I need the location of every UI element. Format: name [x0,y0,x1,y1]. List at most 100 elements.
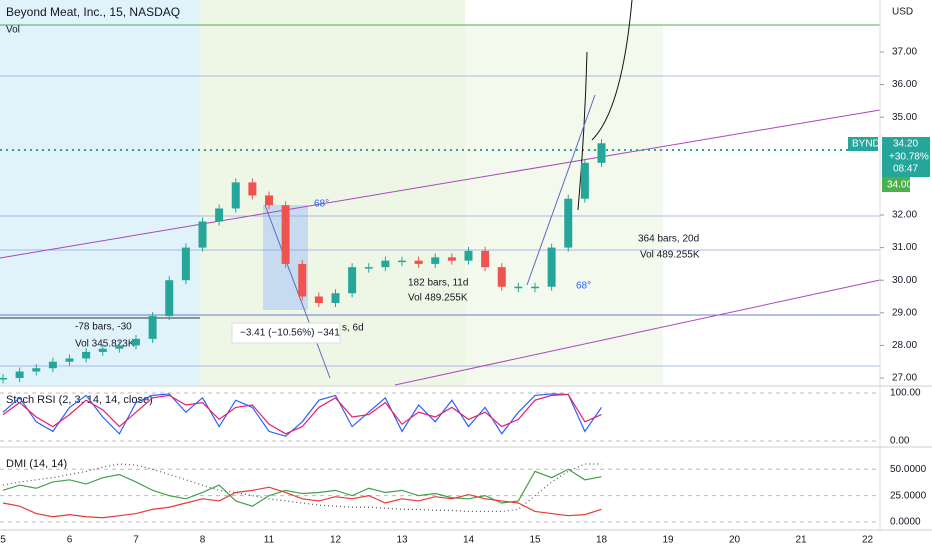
indicator-line [2,468,602,507]
x-tick-label: 5 [0,535,6,546]
y-tick-label: 37.00 [892,47,917,58]
candle [364,267,373,269]
y-tick-label: 28.00 [892,340,917,351]
x-tick-label: 13 [396,535,408,546]
candle [580,162,589,199]
candle [547,247,556,287]
y-tick-label: 31.00 [892,242,917,253]
annotation: Vol 489.255K [640,250,700,261]
candle [132,338,140,346]
chart-title: Beyond Meat, Inc., 15, NASDAQ [6,5,180,19]
x-tick-label: 18 [596,535,608,546]
symbol-badge [848,137,878,151]
candle [431,257,440,264]
candle [564,198,573,248]
price-label: 34.20 [893,139,918,150]
candle [531,286,539,289]
range-shade [465,25,663,385]
candle [65,358,74,362]
candle [381,260,390,268]
candle [48,361,57,369]
candle [398,260,406,263]
change-label: +30.78% [889,152,929,163]
candle [497,267,506,287]
candle [98,348,107,352]
indicator-line [2,393,602,435]
range-shade [200,0,465,385]
candle [314,296,323,304]
y-tick-label: 27.00 [892,373,917,384]
level-label: 34.00 [887,180,912,191]
angle-label: 68° [576,281,591,292]
x-tick-label: 22 [862,535,874,546]
y-tick-label: 25.0000 [890,490,927,501]
annotation: Vol 489.255K [408,293,468,304]
countdown-label: 08:47 [893,164,918,175]
angle-line [264,204,331,379]
y-tick-label: 29.00 [892,307,917,318]
candle [298,263,307,297]
y-tick-label: 100.00 [890,388,921,399]
x-tick-label: 12 [330,535,342,546]
x-tick-label: 14 [463,535,475,546]
candle [181,247,190,281]
x-tick-label: 15 [529,535,541,546]
candle [447,257,456,261]
tooltip-box [231,322,341,344]
candle [165,280,174,317]
candle [115,345,124,349]
candle [481,250,490,268]
candle [148,316,157,339]
y-tick-label: 32.00 [892,210,917,221]
x-tick-label: 19 [662,535,674,546]
angle-label: 68° [314,199,329,210]
candle [82,351,91,359]
price-badge [882,137,930,177]
y-tick-label: 0.0000 [890,517,921,528]
x-tick-label: 21 [795,535,807,546]
angle-line [526,94,596,286]
drawing-curve [577,0,633,211]
y-tick-label: 35.00 [892,112,917,123]
y-tick-label: 0.00 [890,436,910,447]
annotation: -78 bars, -30 [75,322,132,333]
candle [331,293,340,304]
range-shade [0,0,200,385]
candle [514,286,523,289]
x-tick-label: 11 [264,535,275,546]
candle [597,143,606,163]
candle [32,368,41,372]
y-tick-label: 36.00 [892,79,917,90]
pane-title: DMI (14, 14) [6,458,67,470]
annotation: Vol 345.823K [75,339,135,350]
x-tick-label: 20 [729,535,741,546]
indicator-line [2,393,602,437]
subtitle: Vol [6,25,20,36]
candle [265,195,273,206]
candle [464,250,473,261]
annotation: −3.41 (−10.56%) −341 [240,328,340,339]
indicator-line [2,463,602,513]
trend-line [0,109,881,259]
x-tick-label: 6 [67,535,73,546]
candle [281,205,290,264]
candle [0,378,7,380]
level-badge [882,177,910,192]
indicator-line [2,486,602,519]
candle [348,267,357,294]
candle [198,221,207,248]
annotation: 182 bars, 11d [408,278,468,289]
symbol-label: BYND [852,139,880,150]
x-tick-label: 8 [200,535,206,546]
candle [248,182,257,196]
candle [414,260,423,264]
y-tick-label: 30.00 [892,275,917,286]
annotation: s, 6d [342,323,364,334]
candle [15,371,24,378]
candle [231,182,240,209]
currency: USD [892,7,913,18]
annotation: 364 bars, 20d [638,234,699,245]
x-tick-label: 7 [133,535,139,546]
trend-line [394,279,881,386]
